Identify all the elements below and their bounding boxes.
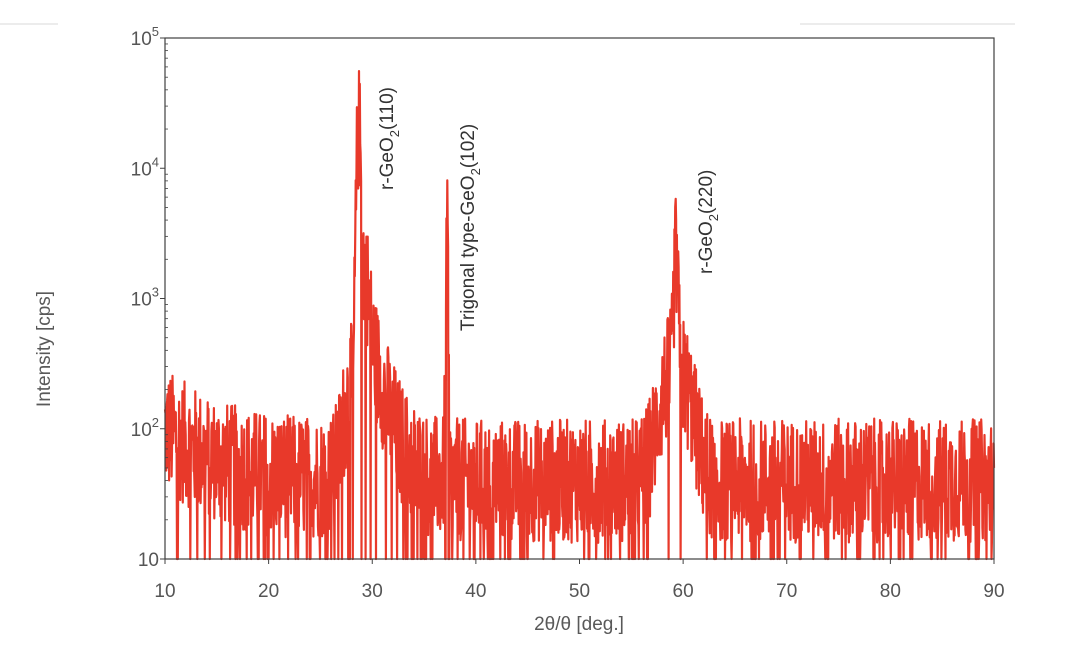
series-line xyxy=(163,70,996,561)
x-tick-label: 40 xyxy=(465,581,486,602)
x-tick-label: 60 xyxy=(673,581,694,602)
y-tick-label: 102 xyxy=(131,415,159,441)
x-ticks: 10 20 30 40 50 60 70 80 90 xyxy=(154,559,1005,602)
peak-annotations: r-GeO2(110) Trigonal type-GeO2(102) r-GeO2… xyxy=(377,87,721,331)
x-tick-label: 10 xyxy=(154,581,175,602)
peak-label: r-GeO2(220) xyxy=(696,170,721,274)
y-tick-label: 104 xyxy=(131,154,159,180)
peak-label: Trigonal type-GeO2(102) xyxy=(458,124,483,331)
x-tick-label: 70 xyxy=(776,581,797,602)
x-tick-label: 30 xyxy=(362,581,383,602)
peak-label: r-GeO2(110) xyxy=(377,87,402,190)
x-tick-label: 50 xyxy=(569,581,590,602)
y-tick-label: 10 xyxy=(138,550,159,571)
plot-area xyxy=(163,70,996,561)
y-tick-label: 103 xyxy=(131,285,159,311)
y-tick-label: 105 xyxy=(131,24,159,50)
x-tick-label: 80 xyxy=(880,581,901,602)
y-ticks: 10 102 103 104 105 xyxy=(131,24,168,571)
y-axis-title: Intensity [cps] xyxy=(34,291,55,407)
x-tick-label: 20 xyxy=(258,581,279,602)
x-tick-label: 90 xyxy=(983,581,1004,602)
x-axis-title: 2θ/θ [deg.] xyxy=(534,614,624,635)
